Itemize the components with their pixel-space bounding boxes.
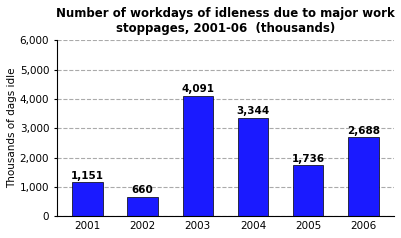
Bar bbox=[72, 183, 103, 216]
Bar bbox=[128, 197, 158, 216]
Text: 1,736: 1,736 bbox=[292, 154, 325, 164]
Bar bbox=[182, 96, 213, 216]
Bar bbox=[293, 165, 324, 216]
Text: 2,688: 2,688 bbox=[347, 126, 380, 136]
Y-axis label: Thousands of dags idle: Thousands of dags idle bbox=[7, 68, 17, 188]
Title: Number of workdays of idleness due to major work
stoppages, 2001-06  (thousands): Number of workdays of idleness due to ma… bbox=[56, 7, 395, 35]
Bar bbox=[348, 137, 379, 216]
Text: 1,151: 1,151 bbox=[71, 171, 104, 181]
Text: 4,091: 4,091 bbox=[181, 84, 215, 94]
Bar bbox=[238, 118, 268, 216]
Text: 660: 660 bbox=[132, 185, 154, 195]
Text: 3,344: 3,344 bbox=[237, 106, 270, 116]
